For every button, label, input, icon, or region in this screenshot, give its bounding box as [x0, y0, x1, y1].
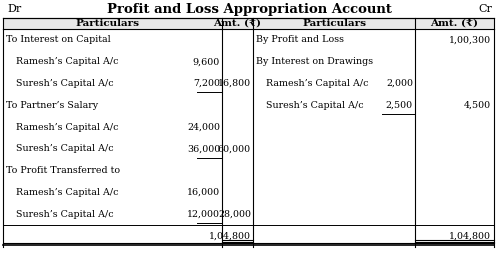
- Text: 7,200: 7,200: [193, 79, 220, 88]
- Text: Ramesh’s Capital A/c: Ramesh’s Capital A/c: [16, 188, 119, 197]
- Text: Amt. (₹): Amt. (₹): [214, 19, 261, 28]
- Text: 16,000: 16,000: [187, 188, 220, 197]
- Text: Amt. (₹): Amt. (₹): [430, 19, 479, 28]
- Text: 24,000: 24,000: [187, 123, 220, 132]
- Text: 1,04,800: 1,04,800: [449, 232, 491, 241]
- Text: 4,500: 4,500: [464, 101, 491, 110]
- Text: To Interest on Capital: To Interest on Capital: [6, 35, 111, 44]
- Text: 1,04,800: 1,04,800: [209, 232, 251, 241]
- Text: Profit and Loss Appropriation Account: Profit and Loss Appropriation Account: [107, 3, 391, 15]
- Text: Ramesh’s Capital A/c: Ramesh’s Capital A/c: [266, 79, 369, 88]
- FancyBboxPatch shape: [3, 18, 494, 29]
- Text: 16,800: 16,800: [218, 79, 251, 88]
- Text: By Profit and Loss: By Profit and Loss: [256, 35, 344, 44]
- Text: Dr: Dr: [7, 4, 21, 14]
- Text: 28,000: 28,000: [218, 210, 251, 219]
- Text: Particulars: Particulars: [302, 19, 366, 28]
- Text: To Profit Transferred to: To Profit Transferred to: [6, 166, 120, 175]
- Text: Suresh’s Capital A/c: Suresh’s Capital A/c: [16, 144, 114, 153]
- Text: 60,000: 60,000: [218, 144, 251, 153]
- Text: 2,000: 2,000: [386, 79, 413, 88]
- Text: To Partner’s Salary: To Partner’s Salary: [6, 101, 98, 110]
- Text: By Interest on Drawings: By Interest on Drawings: [256, 57, 373, 66]
- Text: 2,500: 2,500: [386, 101, 413, 110]
- Text: 12,000: 12,000: [187, 210, 220, 219]
- Text: 9,600: 9,600: [193, 57, 220, 66]
- Text: Suresh’s Capital A/c: Suresh’s Capital A/c: [16, 79, 114, 88]
- Text: Suresh’s Capital A/c: Suresh’s Capital A/c: [16, 210, 114, 219]
- Text: 1,00,300: 1,00,300: [449, 35, 491, 44]
- Text: 36,000: 36,000: [187, 144, 220, 153]
- Text: Ramesh’s Capital A/c: Ramesh’s Capital A/c: [16, 123, 119, 132]
- Text: Ramesh’s Capital A/c: Ramesh’s Capital A/c: [16, 57, 119, 66]
- Text: Suresh’s Capital A/c: Suresh’s Capital A/c: [266, 101, 364, 110]
- Text: Particulars: Particulars: [76, 19, 139, 28]
- Text: Cr: Cr: [478, 4, 492, 14]
